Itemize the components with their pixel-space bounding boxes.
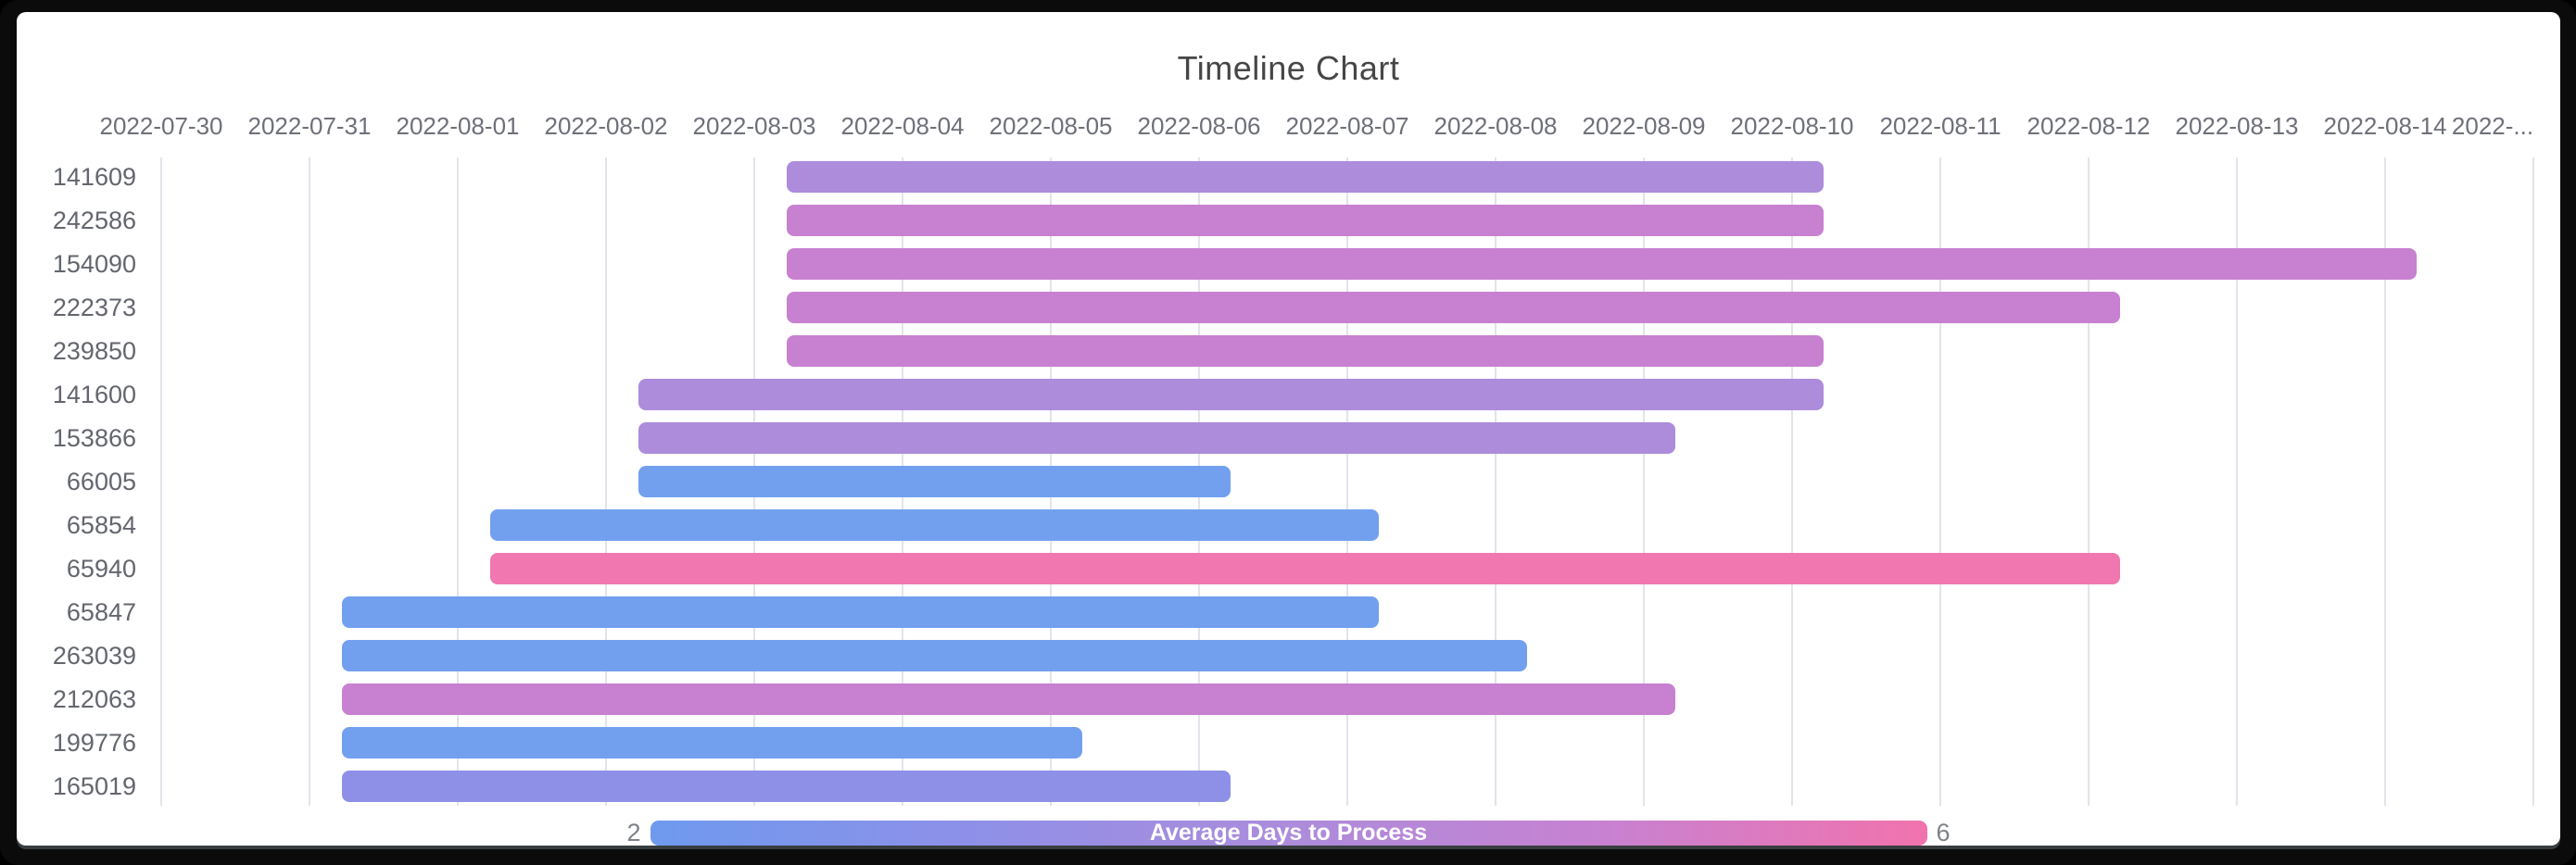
gridline — [457, 157, 459, 806]
legend-max-label: 6 — [1936, 819, 1951, 846]
x-axis-label: 2022-08-05 — [989, 112, 1113, 140]
timeline-bar[interactable] — [787, 335, 1824, 367]
x-axis-label: 2022-07-30 — [99, 112, 223, 140]
x-axis-label: 2022-08-04 — [840, 112, 965, 140]
x-axis-label: 2022-... — [2451, 112, 2534, 140]
timeline-bar[interactable] — [342, 727, 1082, 758]
gridline — [2236, 157, 2238, 806]
timeline-bar[interactable] — [787, 205, 1824, 236]
gridline — [2384, 157, 2386, 806]
x-axis-label: 2022-08-01 — [396, 112, 520, 140]
y-axis-label: 212063 — [52, 684, 136, 713]
x-axis-label: 2022-08-10 — [1730, 112, 1854, 140]
y-axis-label: 199776 — [52, 728, 136, 757]
timeline-bar[interactable] — [638, 422, 1675, 454]
x-axis-label: 2022-08-03 — [692, 112, 816, 140]
timeline-bar[interactable] — [787, 292, 2120, 323]
timeline-bar[interactable] — [342, 596, 1379, 628]
y-axis-label: 242586 — [52, 206, 136, 234]
y-axis-label: 165019 — [52, 771, 136, 800]
x-axis-label: 2022-08-09 — [1582, 112, 1706, 140]
x-axis-label: 2022-08-02 — [544, 112, 668, 140]
gridline — [1643, 157, 1645, 806]
timeline-bar[interactable] — [342, 640, 1527, 671]
gridline — [309, 157, 310, 806]
timeline-bar[interactable] — [342, 771, 1231, 802]
timeline-bar[interactable] — [490, 509, 1379, 541]
chart-card: Timeline Chart 2022-07-30 2022-07-31 2022-… — [17, 12, 2560, 846]
gridline — [605, 157, 607, 806]
timeline-bar[interactable] — [638, 379, 1824, 410]
x-axis-label: 2022-08-07 — [1285, 112, 1409, 140]
y-axis-label: 239850 — [52, 336, 136, 365]
y-axis-label: 65847 — [66, 597, 136, 626]
timeline-bar[interactable] — [787, 248, 2417, 280]
x-axis-label: 2022-07-31 — [247, 112, 372, 140]
timeline-bar[interactable] — [342, 683, 1675, 715]
x-axis-label: 2022-08-11 — [1879, 112, 2001, 140]
timeline-plot: 2022-07-30 2022-07-31 2022-08-01 2022-08-02… — [17, 12, 2560, 846]
gridline — [1791, 157, 1793, 806]
x-axis-label: 2022-08-08 — [1433, 112, 1558, 140]
x-axis-label: 2022-08-06 — [1137, 112, 1261, 140]
gridline — [160, 157, 162, 806]
y-axis-label: 65940 — [66, 554, 136, 583]
gridline — [1346, 157, 1348, 806]
y-axis-label: 65854 — [66, 510, 136, 539]
timeline-bar[interactable] — [638, 466, 1231, 497]
legend: 2 Average Days to Process 6 — [17, 821, 2560, 846]
x-axis-label: 2022-08-14 — [2323, 112, 2447, 140]
y-axis-label: 141609 — [52, 162, 136, 191]
y-axis-label: 153866 — [52, 423, 136, 452]
y-axis-label: 222373 — [52, 293, 136, 321]
legend-min-label: 2 — [626, 819, 641, 846]
x-axis-label: 2022-08-13 — [2175, 112, 2299, 140]
legend-gradient-bar[interactable]: Average Days to Process — [650, 821, 1927, 846]
legend-title: Average Days to Process — [1149, 820, 1428, 846]
y-axis-label: 66005 — [66, 467, 136, 495]
gridline — [1939, 157, 1941, 806]
y-axis-label: 263039 — [52, 641, 136, 670]
timeline-bar[interactable] — [490, 553, 2120, 584]
timeline-bar[interactable] — [787, 161, 1824, 193]
gridline — [2532, 157, 2534, 806]
y-axis-label: 154090 — [52, 249, 136, 278]
y-axis-label: 141600 — [52, 380, 136, 408]
gridline — [2088, 157, 2090, 806]
chart-title: Timeline Chart — [1177, 49, 1400, 87]
x-axis-label: 2022-08-12 — [2027, 112, 2151, 140]
gridline — [1495, 157, 1496, 806]
